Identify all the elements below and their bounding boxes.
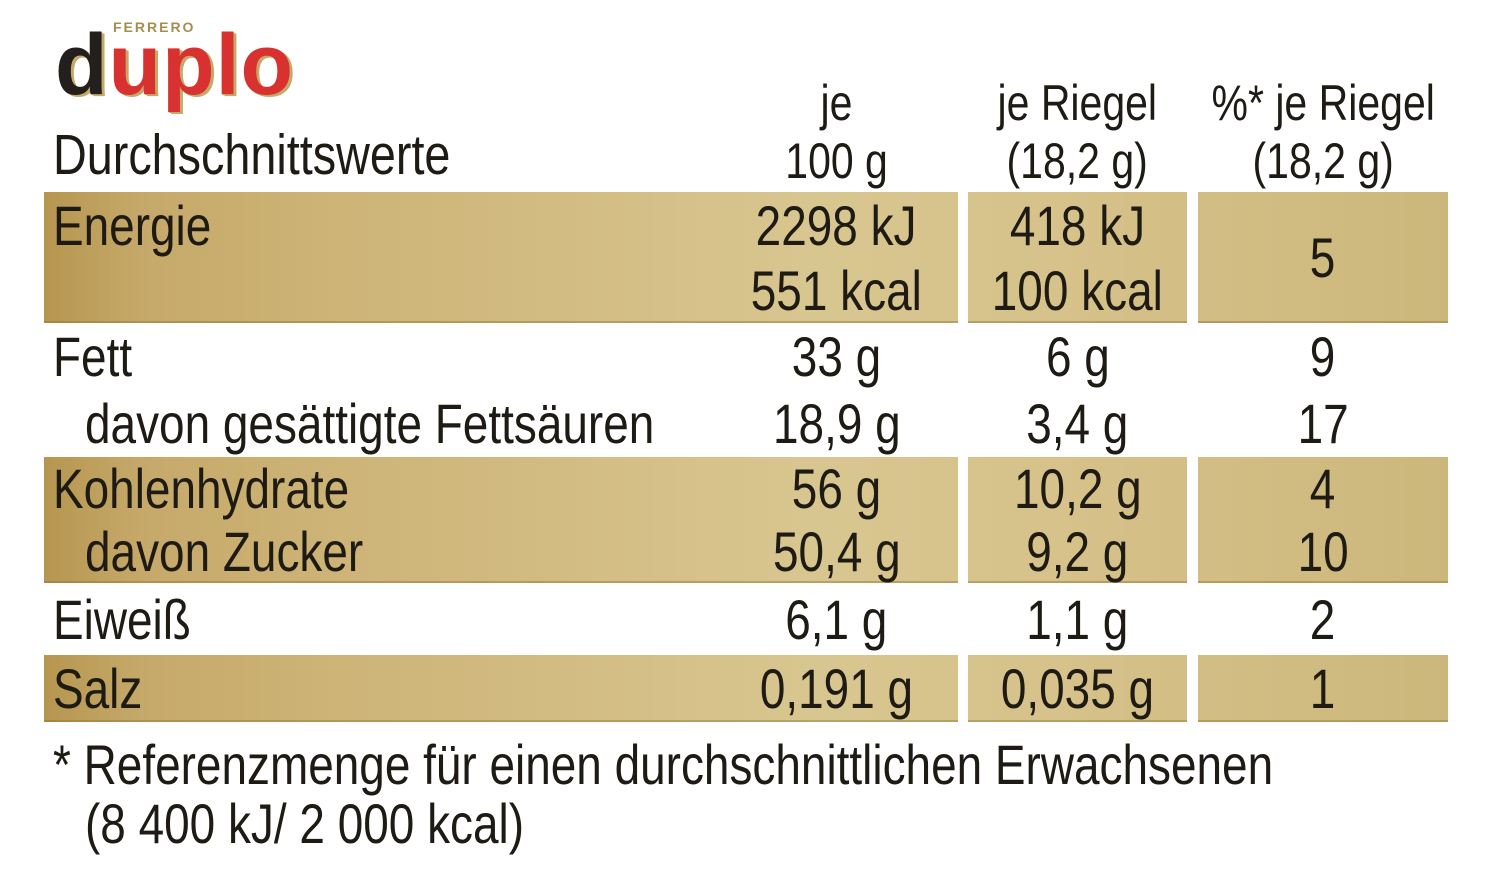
duplo-logo: FERRERO duplo: [55, 8, 315, 113]
row-fett: Fett 33 g 6 g 9: [0, 323, 1500, 390]
fett-label: Fett: [53, 325, 133, 388]
row-salz: Salz 0,191 g 0,035 g 1: [0, 655, 1500, 722]
gesaettigte-per-riegel: 3,4 g: [1026, 392, 1129, 455]
eiweiss-per-riegel: 1,1 g: [1026, 587, 1129, 651]
duplo-wordmark: duplo: [55, 22, 294, 108]
salz-percent: 1: [1310, 657, 1336, 720]
footnote-line-2: (8 400 kJ/ 2 000 kcal): [85, 792, 525, 855]
col-header-per-riegel: je Riegel (18,2 g): [997, 75, 1158, 189]
row-davon-gesaettigte-fettsaeuren: davon gesättigte Fettsäuren 18,9 g 3,4 g…: [0, 390, 1500, 457]
column-gap: [1187, 457, 1198, 583]
column-gap: [1187, 192, 1198, 323]
kohlenhydrate-per-100g: 56 g: [791, 457, 882, 520]
row-energie: Energie 2298 kJ 551 kcal 418 kJ 100 kcal…: [0, 192, 1500, 323]
energie-percent: 5: [1310, 226, 1336, 289]
kohlenhydrate-per-riegel: 10,2 g: [1013, 457, 1142, 520]
zucker-per-100g: 50,4 g: [772, 520, 901, 583]
fett-per-100g: 33 g: [791, 325, 882, 388]
column-gap: [958, 655, 968, 722]
fett-percent: 9: [1310, 325, 1336, 388]
row-group-kohlenhydrate: Kohlenhydrate 56 g 10,2 g 4 davon Zucker…: [0, 457, 1500, 583]
gesaettigte-label: davon gesättigte Fettsäuren: [85, 392, 655, 455]
column-gap: [958, 457, 968, 583]
logo-letter-d: d: [55, 17, 109, 113]
gesaettigte-per-100g: 18,9 g: [772, 392, 901, 455]
zucker-label: davon Zucker: [85, 520, 364, 583]
energie-label: Energie: [53, 193, 212, 257]
zucker-per-riegel: 9,2 g: [1026, 520, 1129, 583]
kohlenhydrate-percent: 4: [1310, 457, 1336, 520]
eiweiss-label: Eiweiß: [53, 587, 191, 651]
gold-band: [44, 457, 1448, 583]
logo-letters-uplo: uplo: [108, 17, 295, 113]
gold-band: [44, 655, 1448, 722]
column-gap: [958, 192, 968, 323]
eiweiss-percent: 2: [1310, 587, 1336, 651]
gesaettigte-percent: 17: [1297, 392, 1349, 455]
eiweiss-per-100g: 6,1 g: [785, 587, 888, 651]
energie-per-100g: 2298 kJ 551 kcal: [750, 193, 923, 322]
fett-per-riegel: 6 g: [1045, 325, 1110, 388]
zucker-percent: 10: [1297, 520, 1349, 583]
row-davon-zucker: davon Zucker 50,4 g 9,2 g 10: [0, 520, 1500, 583]
table-title: Durchschnittswerte: [53, 123, 451, 187]
col-header-percent-riegel: %* je Riegel (18,2 g): [1211, 75, 1435, 189]
energie-per-riegel: 418 kJ 100 kcal: [991, 193, 1164, 322]
gold-band: [44, 192, 1448, 323]
column-gap: [1187, 655, 1198, 722]
row-eiweiss: Eiweiß 6,1 g 1,1 g 2: [0, 583, 1500, 655]
ferrero-wordmark: FERRERO: [113, 19, 196, 35]
salz-label: Salz: [53, 657, 143, 720]
salz-per-100g: 0,191 g: [759, 657, 914, 720]
col-header-per-100g: je 100 g: [785, 75, 888, 189]
row-kohlenhydrate: Kohlenhydrate 56 g 10,2 g 4: [0, 457, 1500, 520]
kohlenhydrate-label: Kohlenhydrate: [53, 457, 350, 520]
salz-per-riegel: 0,035 g: [1000, 657, 1155, 720]
footnote-line-1: * Referenzmenge für einen durchschnittli…: [53, 733, 1274, 796]
